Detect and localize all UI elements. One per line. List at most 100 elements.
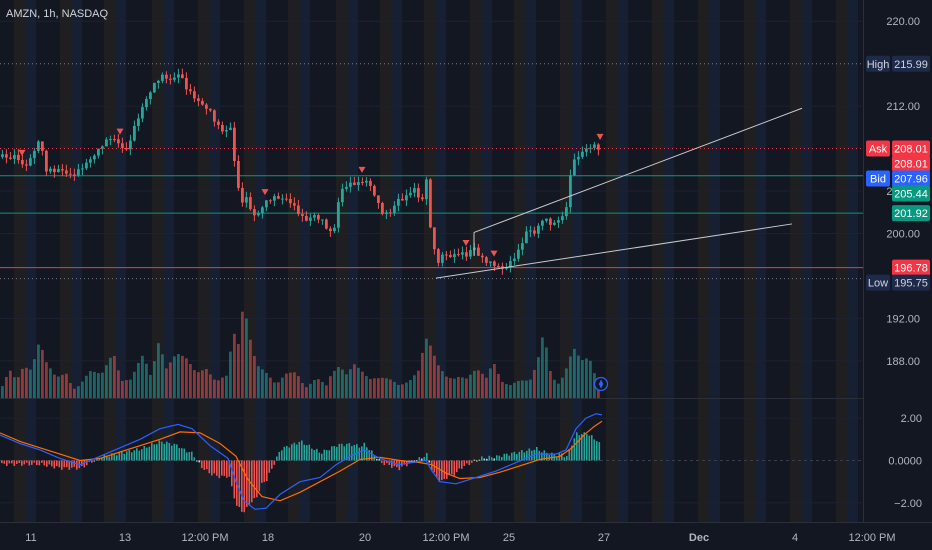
- macd-histogram-bar: [361, 446, 363, 461]
- price-label-value: 208.01: [894, 143, 928, 155]
- volume-bar: [357, 367, 360, 398]
- macd-histogram-bar: [446, 460, 448, 479]
- macd-histogram-bar: [91, 460, 93, 463]
- candle-body: [173, 77, 176, 80]
- macd-histogram-bar: [281, 450, 283, 461]
- price-label-value: 208.01: [894, 158, 928, 170]
- macd-histogram-bar: [473, 459, 476, 461]
- candle-body: [481, 255, 484, 258]
- time-axis-background: [0, 522, 932, 550]
- macd-histogram-bar: [303, 444, 306, 461]
- session-band: [347, 0, 358, 522]
- macd-histogram-bar: [86, 460, 88, 466]
- candle-body: [325, 219, 328, 229]
- macd-histogram-bar: [113, 453, 116, 461]
- macd-histogram-bar: [483, 458, 486, 461]
- candle-body: [209, 108, 212, 111]
- candle-body: [17, 154, 20, 160]
- trendline-drawings[interactable]: [435, 107, 803, 279]
- macd-histogram-bar: [203, 460, 206, 470]
- volume-bar: [237, 343, 240, 398]
- macd-histogram-bar: [348, 443, 351, 461]
- candle-body: [569, 175, 572, 208]
- candle-body: [69, 173, 72, 175]
- macd-histogram-bar: [471, 460, 473, 463]
- volume-bar: [113, 355, 116, 398]
- macd-histogram-bar: [1, 460, 3, 464]
- macd-histogram-bar: [528, 448, 531, 461]
- volume-bar: [361, 371, 364, 398]
- macd-histogram-bar: [426, 453, 428, 461]
- candle-body: [301, 214, 304, 216]
- session-band: [525, 0, 536, 522]
- macd-histogram-bar: [451, 460, 453, 475]
- macd-histogram-bar: [438, 460, 441, 482]
- macd-histogram-bar: [273, 460, 276, 465]
- macd-histogram-bar: [336, 446, 338, 461]
- macd-histogram-bar: [18, 460, 21, 463]
- session-band: [198, 0, 209, 522]
- macd-histogram-bar: [183, 448, 186, 461]
- macd-histogram-bar: [233, 460, 236, 499]
- volume-bar: [489, 368, 492, 398]
- session-band: [336, 0, 347, 522]
- candle-body: [113, 139, 116, 141]
- macd-histogram-bar: [98, 457, 101, 461]
- candle-body: [453, 254, 456, 258]
- macd-histogram-bar: [321, 453, 323, 461]
- volume-bar: [73, 388, 76, 398]
- candle-body: [329, 228, 332, 232]
- replay-icon[interactable]: [593, 376, 609, 392]
- volume-bar: [585, 358, 588, 398]
- candle-body: [417, 188, 420, 198]
- volume-bar: [541, 337, 544, 398]
- session-band: [380, 0, 391, 522]
- candle-body: [557, 220, 560, 223]
- macd-histogram-bar: [116, 455, 118, 461]
- price-label-value: 207.96: [894, 173, 928, 185]
- candle-body: [41, 141, 44, 151]
- macd-histogram-bar: [266, 460, 268, 482]
- macd-histogram-bar: [456, 460, 458, 473]
- macd-histogram-bar: [583, 432, 586, 461]
- volume-bar: [505, 384, 508, 398]
- macd-histogram-bar: [308, 444, 311, 461]
- candle-body: [49, 168, 52, 172]
- macd-histogram-bar: [6, 460, 8, 467]
- volume-bar: [233, 333, 236, 398]
- price-tick-label: 212.00: [886, 101, 920, 113]
- volume-bar: [257, 366, 260, 398]
- volume-bar: [153, 361, 156, 398]
- volume-bar: [305, 387, 308, 398]
- candle-body: [197, 98, 200, 101]
- volume-bar: [89, 371, 92, 398]
- candle-body: [53, 168, 56, 173]
- candle-body: [385, 212, 388, 215]
- volume-bar: [469, 374, 472, 398]
- session-band: [391, 0, 402, 522]
- candle-body: [425, 179, 428, 200]
- macd-histogram-bar: [593, 439, 596, 461]
- candle-body: [525, 231, 528, 244]
- candle-body: [597, 144, 600, 150]
- macd-histogram-bar: [578, 435, 581, 461]
- candle-body: [421, 197, 424, 200]
- candle-body: [161, 74, 164, 81]
- time-axis[interactable]: 11 13 12:00 PM 18 20 12:00 PM 25 27 Dec 4 12:00 PM: [0, 522, 932, 550]
- macd-histogram-bar: [166, 441, 168, 461]
- macd-tick-label: 0.0000: [888, 456, 922, 468]
- macd-histogram-bar: [188, 452, 191, 461]
- candle-body: [341, 188, 344, 203]
- signal-line: [0, 420, 603, 502]
- macd-histogram-bar: [108, 456, 111, 461]
- macd-histogram-bar: [371, 450, 373, 461]
- session-band: [60, 0, 71, 522]
- volume-bar: [21, 368, 24, 398]
- macd-histogram-bar: [16, 460, 18, 464]
- macd-histogram-bar: [148, 446, 151, 461]
- macd-histogram-bar: [198, 460, 201, 463]
- volume-bar: [521, 380, 524, 398]
- macd-histogram-bar: [458, 460, 461, 469]
- candle-body: [185, 78, 188, 90]
